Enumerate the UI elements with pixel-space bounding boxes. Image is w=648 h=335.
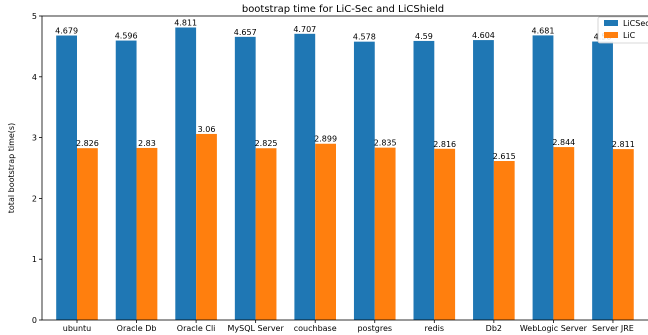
data-label-licsec-5: 4.578 — [353, 33, 376, 42]
bar-lic-2 — [196, 133, 217, 320]
bar-lic-6 — [434, 148, 456, 320]
y-tick-label-5: 5 — [32, 12, 37, 21]
x-tick-label-3: MySQL Server — [228, 324, 285, 333]
data-label-lic-0: 2.826 — [76, 139, 99, 148]
y-tick-label-1: 1 — [32, 255, 37, 264]
data-label-licsec-6: 4.59 — [415, 32, 433, 41]
chart-title: bootstrap time for LiC-Sec and LiCShield — [242, 4, 444, 15]
y-tick-label-0: 0 — [32, 316, 37, 325]
legend-swatch-licsec — [604, 20, 618, 26]
x-tick-label-8: WebLogic Server — [520, 324, 588, 333]
plot-area: 4.679 2.826 ubuntu 4.596 2.83 Oracle Db 4.811 3… — [32, 12, 648, 333]
data-label-licsec-8: 4.681 — [532, 26, 555, 35]
data-label-licsec-1: 4.596 — [115, 32, 138, 41]
data-label-lic-7: 2.615 — [493, 152, 516, 161]
data-label-lic-5: 2.835 — [374, 139, 397, 148]
bar-lic-9 — [612, 149, 634, 320]
bar-licsec-1 — [115, 40, 137, 321]
x-tick-label-5: postgres — [357, 324, 392, 333]
data-label-licsec-0: 4.679 — [55, 27, 78, 36]
y-axis-label: total bootstrap time(s) — [7, 123, 16, 213]
data-label-lic-4: 2.899 — [314, 135, 337, 144]
data-label-lic-6: 2.816 — [433, 140, 456, 149]
data-label-lic-9: 2.811 — [612, 140, 635, 149]
bar-lic-7 — [493, 161, 515, 320]
bar-lic-5 — [374, 147, 396, 320]
y-tick-label-3: 3 — [32, 134, 37, 143]
x-tick-label-4: couchbase — [294, 324, 337, 333]
bar-licsec-2 — [175, 27, 197, 321]
data-label-lic-8: 2.844 — [552, 138, 575, 147]
x-tick-label-7: Db2 — [486, 324, 502, 333]
bar-lic-8 — [553, 147, 575, 320]
y-tick-label-4: 4 — [32, 73, 37, 82]
x-tick-label-0: ubuntu — [63, 324, 92, 333]
bar-licsec-3 — [234, 36, 256, 320]
bar-lic-3 — [255, 148, 277, 320]
bar-licsec-7 — [473, 40, 494, 320]
data-label-licsec-3: 4.657 — [234, 28, 257, 37]
x-tick-label-6: redis — [425, 324, 445, 333]
bar-licsec-8 — [532, 35, 554, 321]
y-tick-label-2: 2 — [32, 194, 37, 203]
data-label-lic-2: 3.06 — [198, 125, 216, 134]
data-label-licsec-7: 4.604 — [472, 31, 495, 40]
legend-label-lic: LiC — [623, 31, 636, 40]
bar-lic-0 — [77, 148, 98, 320]
x-tick-label-9: Server JRE — [592, 324, 634, 333]
data-label-lic-3: 2.825 — [255, 139, 278, 148]
x-tick-label-1: Oracle Db — [117, 324, 157, 333]
legend: LiCSec LiC — [597, 16, 648, 44]
bar-lic-4 — [315, 143, 336, 320]
axes-frame — [41, 15, 648, 321]
x-tick-label-2: Oracle Cli — [177, 324, 216, 333]
bar-lic-1 — [136, 147, 158, 320]
bar-licsec-0 — [56, 35, 77, 321]
bar-licsec-4 — [294, 33, 316, 321]
bar-licsec-6 — [413, 40, 435, 321]
data-label-licsec-4: 4.707 — [293, 25, 316, 34]
data-label-licsec-2: 4.811 — [174, 18, 197, 27]
legend-swatch-lic — [604, 32, 618, 38]
bar-licsec-5 — [353, 41, 375, 320]
bar-licsec-9 — [592, 41, 613, 320]
data-label-lic-1: 2.83 — [138, 139, 156, 148]
legend-label-licsec: LiCSec — [623, 19, 648, 28]
